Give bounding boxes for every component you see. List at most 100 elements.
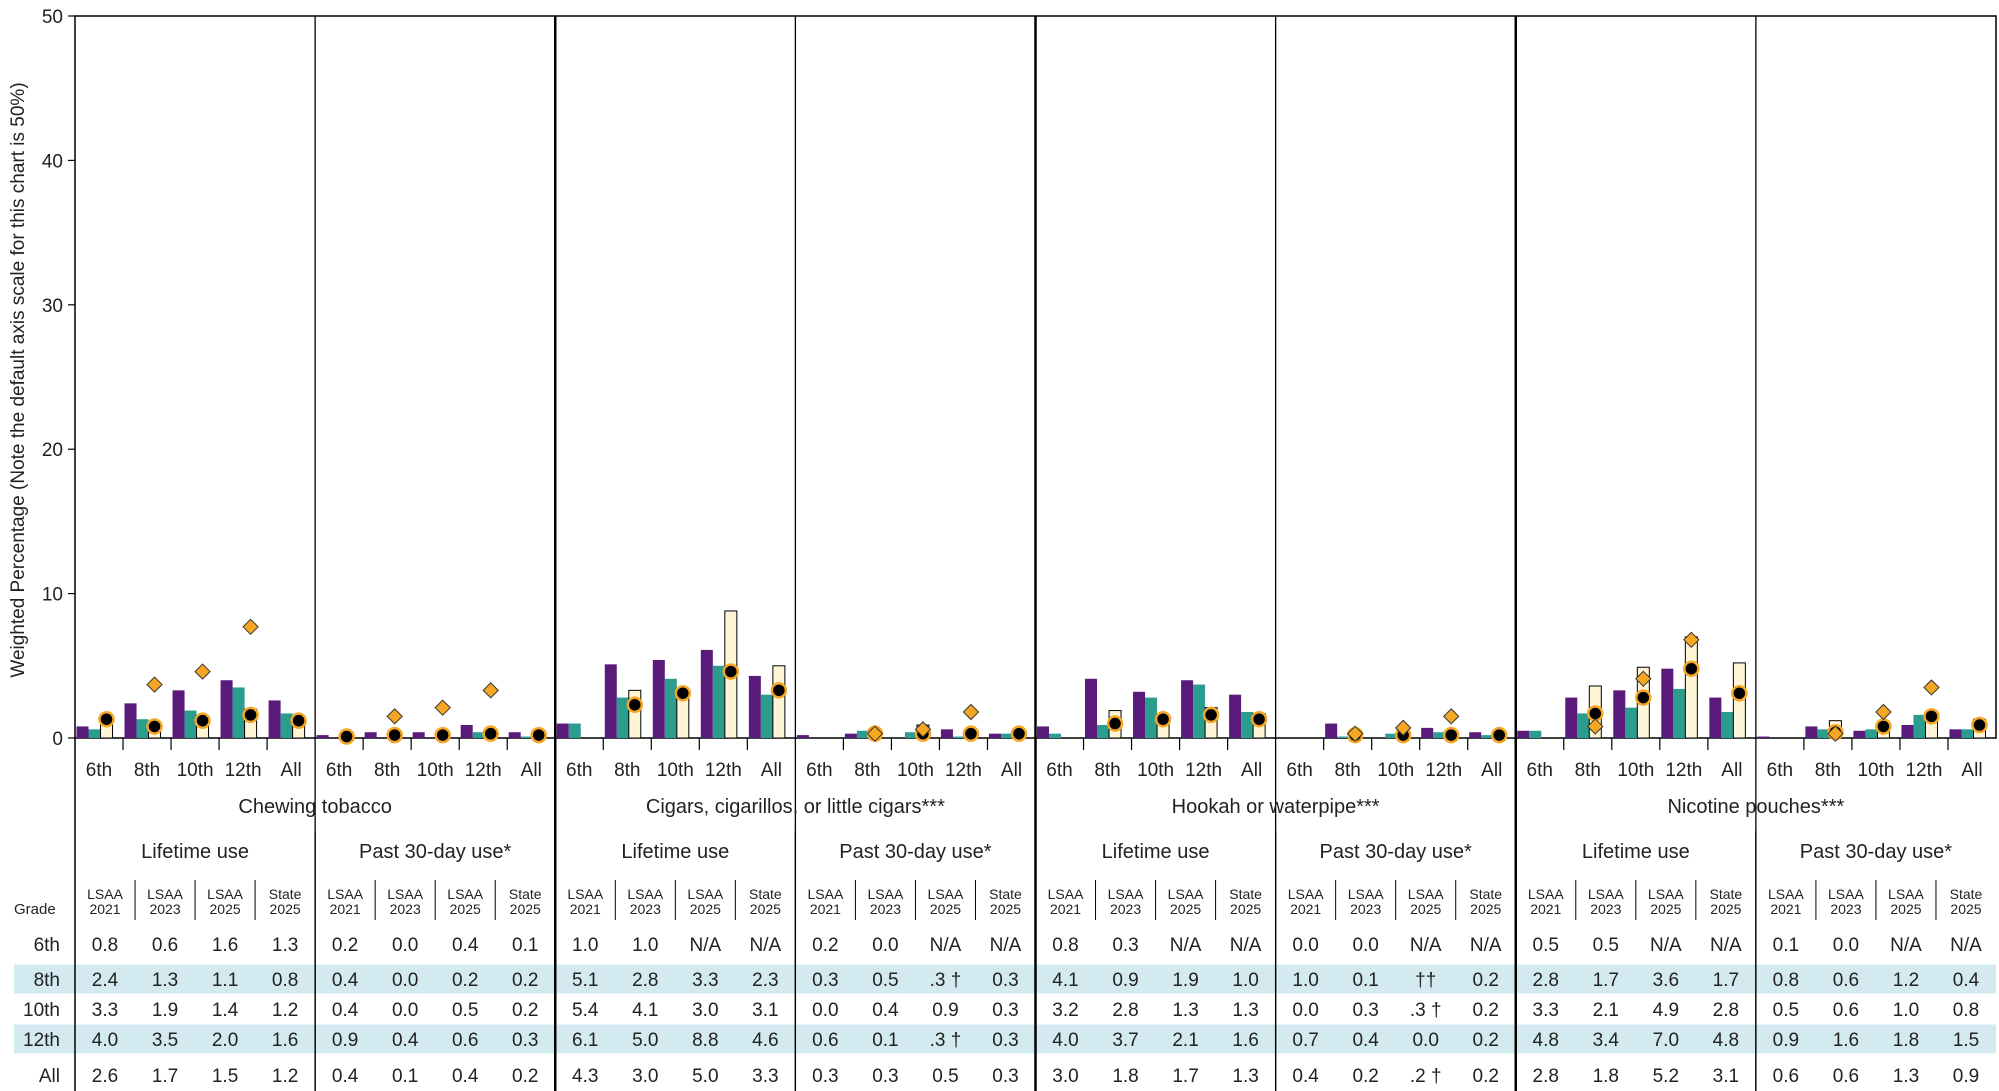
bar <box>1193 684 1206 738</box>
x-tick-label: 6th <box>1527 760 1553 781</box>
column-header: LSAA <box>1528 886 1564 902</box>
bar <box>952 736 965 738</box>
column-header: 2023 <box>1350 901 1381 917</box>
state-point <box>146 718 163 735</box>
state-point <box>1154 710 1172 728</box>
table-cell: 0.8 <box>272 970 298 991</box>
column-header: LSAA <box>627 886 663 902</box>
table-cell: 4.0 <box>1052 1030 1078 1051</box>
x-tick-label: 10th <box>1857 760 1894 781</box>
table-cell: 0.5 <box>932 1066 958 1087</box>
table-cell: 3.3 <box>692 970 718 991</box>
column-header: State <box>1229 886 1262 902</box>
x-tick-label: All <box>761 760 782 781</box>
table-cell: 4.1 <box>632 1000 658 1021</box>
table-cell: 7.0 <box>1653 1030 1679 1051</box>
table-row-label: All <box>39 1066 60 1087</box>
bar <box>556 723 569 738</box>
x-tick-label: All <box>1721 760 1742 781</box>
x-tick-label: 6th <box>566 760 592 781</box>
table-cell: 1.1 <box>212 970 238 991</box>
state-point <box>1010 725 1028 742</box>
column-header: 2021 <box>1290 901 1321 917</box>
column-header: 2021 <box>810 901 841 917</box>
table-cell: 0.9 <box>1773 1030 1799 1051</box>
column-header: LSAA <box>147 886 183 902</box>
column-header: 2025 <box>1710 901 1741 917</box>
table-row-stripes <box>14 964 1996 1054</box>
table-cell: 0.1 <box>512 935 538 956</box>
table-cell: 2.8 <box>1533 970 1559 991</box>
column-header: State <box>1950 886 1983 902</box>
column-header: 2025 <box>750 901 781 917</box>
column-header: State <box>269 886 302 902</box>
diamond-marker <box>1635 670 1652 688</box>
data-table: Grade 6th 8th 10th 12th All Chewing tobacco Lif… <box>14 796 1983 1091</box>
x-tick-label: 6th <box>1286 760 1312 781</box>
x-tick-label: All <box>1001 760 1022 781</box>
bar <box>172 690 185 738</box>
diamond-marker <box>866 725 884 742</box>
state-point <box>434 726 451 744</box>
column-header: 2025 <box>1950 901 1981 917</box>
table-cell: 1.6 <box>272 1030 298 1051</box>
panel-label: Lifetime use <box>621 841 729 863</box>
bar <box>604 664 617 738</box>
bar <box>460 725 473 738</box>
column-header: 2023 <box>1830 901 1861 917</box>
x-tick-label: All <box>1481 760 1502 781</box>
table-cell: 1.6 <box>1232 1030 1258 1051</box>
table-cell: 0.1 <box>392 1066 418 1087</box>
table-row-label: 8th <box>34 970 60 991</box>
column-header: 2025 <box>1470 901 1501 917</box>
category-label: Cigars, cigarillos, or little cigars*** <box>646 796 945 818</box>
column-header: 2025 <box>270 901 301 917</box>
bar <box>364 732 377 738</box>
state-point <box>1635 689 1652 706</box>
bar <box>652 660 665 738</box>
bar <box>1673 688 1686 738</box>
x-tick-label: 12th <box>225 760 262 781</box>
table-cell: 5.4 <box>572 1000 599 1021</box>
y-tick-label: 0 <box>52 729 63 750</box>
bar <box>1805 726 1818 738</box>
state-point <box>1250 710 1268 728</box>
column-header: LSAA <box>1768 886 1804 902</box>
bar <box>124 703 137 738</box>
table-cell: 3.0 <box>692 1000 718 1021</box>
table-cell: 0.4 <box>452 935 479 956</box>
table-cell: 0.0 <box>1292 1000 1318 1021</box>
table-cell: 0.2 <box>1473 1066 1499 1087</box>
x-tick-label: 12th <box>705 760 742 781</box>
bar <box>1901 725 1914 738</box>
x-tick-label: 10th <box>897 760 934 781</box>
table-cell: 2.6 <box>92 1066 118 1087</box>
diamond-marker <box>1587 718 1604 735</box>
x-tick-label: 8th <box>614 760 640 781</box>
bar <box>1565 697 1578 738</box>
table-cell: 3.7 <box>1112 1030 1138 1051</box>
state-point <box>626 696 644 714</box>
panel-label: Lifetime use <box>1102 841 1210 863</box>
table-cell: N/A <box>930 935 962 956</box>
table-cell: 0.9 <box>932 1000 958 1021</box>
diamond-marker <box>1683 631 1700 649</box>
table-cell: 2.1 <box>1593 1000 1619 1021</box>
state-point <box>962 725 980 742</box>
table-cell: 1.3 <box>1172 1000 1198 1021</box>
bar <box>700 649 713 738</box>
column-header: 2021 <box>1770 901 1801 917</box>
bar <box>520 736 533 738</box>
table-cell: 1.6 <box>212 935 238 956</box>
column-header: 2025 <box>690 901 721 917</box>
table-cell: 0.4 <box>332 970 359 991</box>
column-header: 2021 <box>570 901 601 917</box>
state-point <box>1923 708 1940 725</box>
table-cell: 0.3 <box>1352 1000 1378 1021</box>
state-point <box>1875 718 1892 735</box>
x-tick-label: 10th <box>417 760 454 781</box>
state-point <box>1731 684 1748 702</box>
table-cell: 0.5 <box>1773 1000 1799 1021</box>
table-cell: 0.6 <box>1833 970 1859 991</box>
table-cell: 1.2 <box>272 1066 298 1087</box>
